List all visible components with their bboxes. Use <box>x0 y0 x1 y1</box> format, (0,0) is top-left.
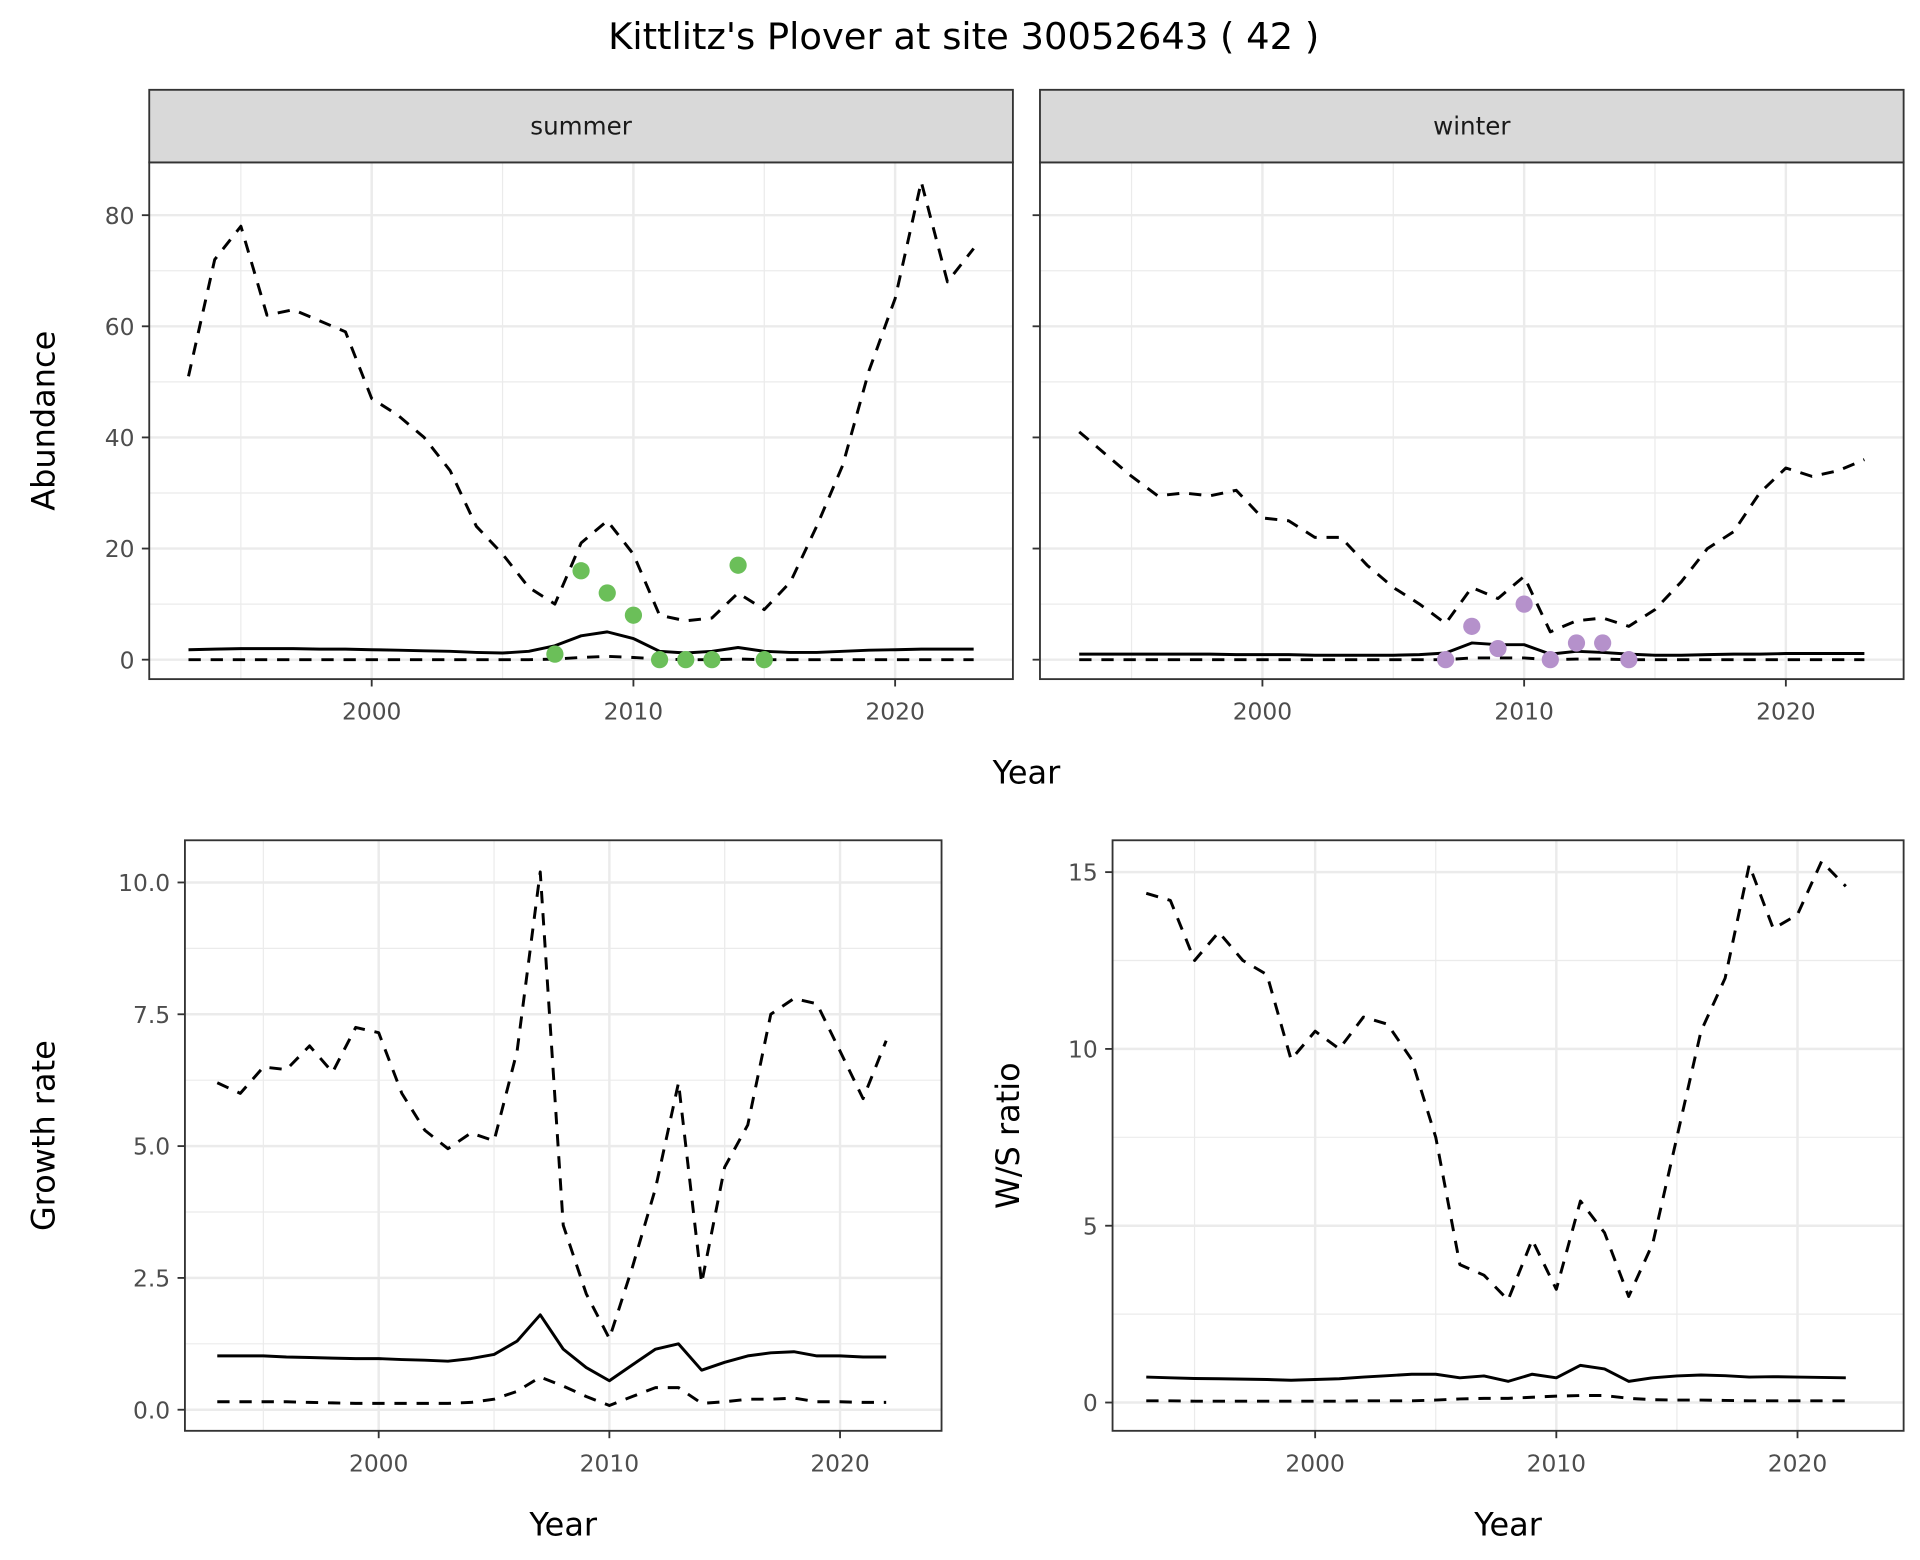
series-line-mean <box>1146 1363 1846 1383</box>
x-tick-label: 2010 <box>604 698 663 726</box>
y-tick-label: 40 <box>105 424 135 452</box>
series-line-mean <box>217 1313 887 1383</box>
x-axis-label: Year <box>528 1505 598 1543</box>
data-point <box>546 645 564 663</box>
facet-strip <box>148 88 1014 164</box>
x-tick-label: 2020 <box>1756 698 1815 726</box>
data-point <box>572 562 590 580</box>
data-point <box>677 651 695 669</box>
data-point <box>755 651 773 669</box>
y-tick-label: 5.0 <box>133 1133 170 1161</box>
y-tick-label: 10.0 <box>118 869 170 897</box>
y-tick-label: 0.0 <box>133 1396 170 1424</box>
data-point <box>703 651 721 669</box>
facet-strip-label: summer <box>530 112 632 141</box>
y-axis-label: W/S ratio <box>989 1062 1027 1209</box>
y-axis-label: Abundance <box>25 331 63 511</box>
x-tick-label: 2010 <box>1527 1449 1586 1477</box>
x-axis-label: Year <box>1473 1505 1543 1543</box>
series-line-lower <box>217 1375 887 1407</box>
x-tick-label: 2010 <box>1494 698 1553 726</box>
y-tick-label: 0 <box>1083 1389 1098 1417</box>
x-tick-label: 2000 <box>1233 698 1292 726</box>
series-line-upper <box>1145 859 1847 1302</box>
data-point <box>624 606 643 624</box>
y-tick-label: 5 <box>1083 1212 1098 1240</box>
panel-border <box>1111 839 1905 1432</box>
data-point <box>729 556 747 574</box>
y-axis-label: Growth rate <box>25 1040 63 1231</box>
data-point <box>598 584 616 602</box>
data-point <box>1541 651 1559 669</box>
facet-strip-label: winter <box>1433 112 1511 141</box>
data-point <box>1515 595 1533 613</box>
data-point <box>1489 639 1507 658</box>
series-line-mean <box>188 630 974 655</box>
series-line-lower <box>1146 1394 1846 1403</box>
x-tick-label: 2000 <box>349 1449 408 1477</box>
y-tick-label: 20 <box>105 535 135 563</box>
y-tick-label: 80 <box>105 202 135 230</box>
series-line-upper <box>216 870 888 1341</box>
panel-winter: 2000 2010 2020 winter <box>1032 88 1905 726</box>
panel-border <box>183 839 943 1432</box>
data-point <box>650 651 669 669</box>
x-tick-label: 2020 <box>865 698 924 726</box>
y-tick-label: 15 <box>1068 859 1098 887</box>
data-point <box>1437 651 1455 669</box>
chart-title: Kittlitz's Plover at site 30052643 ( 42 … <box>608 15 1319 58</box>
facet-strip <box>1039 88 1905 164</box>
series-line-lower <box>1079 656 1865 662</box>
data-point <box>1463 617 1481 635</box>
y-tick-label: 7.5 <box>133 1001 170 1029</box>
x-axis-label: Year <box>992 754 1062 792</box>
x-tick-label: 2000 <box>1285 1449 1344 1477</box>
y-tick-label: 60 <box>105 313 135 341</box>
panel-growth: 2000 2010 2020 0.0 2.5 5.0 7.5 10.0 Year Growth r… <box>25 839 943 1543</box>
data-point <box>1620 651 1638 669</box>
data-point <box>1594 634 1612 652</box>
series-line-upper <box>187 180 975 623</box>
x-tick-label: 2020 <box>810 1449 869 1477</box>
x-tick-label: 2020 <box>1768 1449 1827 1477</box>
panel-summer: 2000 2010 2020 0 20 40 60 80 summer Year Abundance <box>25 88 1062 792</box>
y-tick-label: 0 <box>120 646 135 674</box>
series-line-mean <box>1079 641 1865 657</box>
series-line-lower <box>188 654 974 662</box>
data-point <box>1567 634 1586 652</box>
x-tick-label: 2000 <box>342 698 401 726</box>
y-tick-label: 10 <box>1068 1036 1098 1064</box>
x-tick-label: 2010 <box>580 1449 639 1477</box>
panel-ratio: 2000 2010 2020 0 5 10 15 Year W/S ratio <box>989 839 1905 1543</box>
y-tick-label: 2.5 <box>133 1265 170 1293</box>
